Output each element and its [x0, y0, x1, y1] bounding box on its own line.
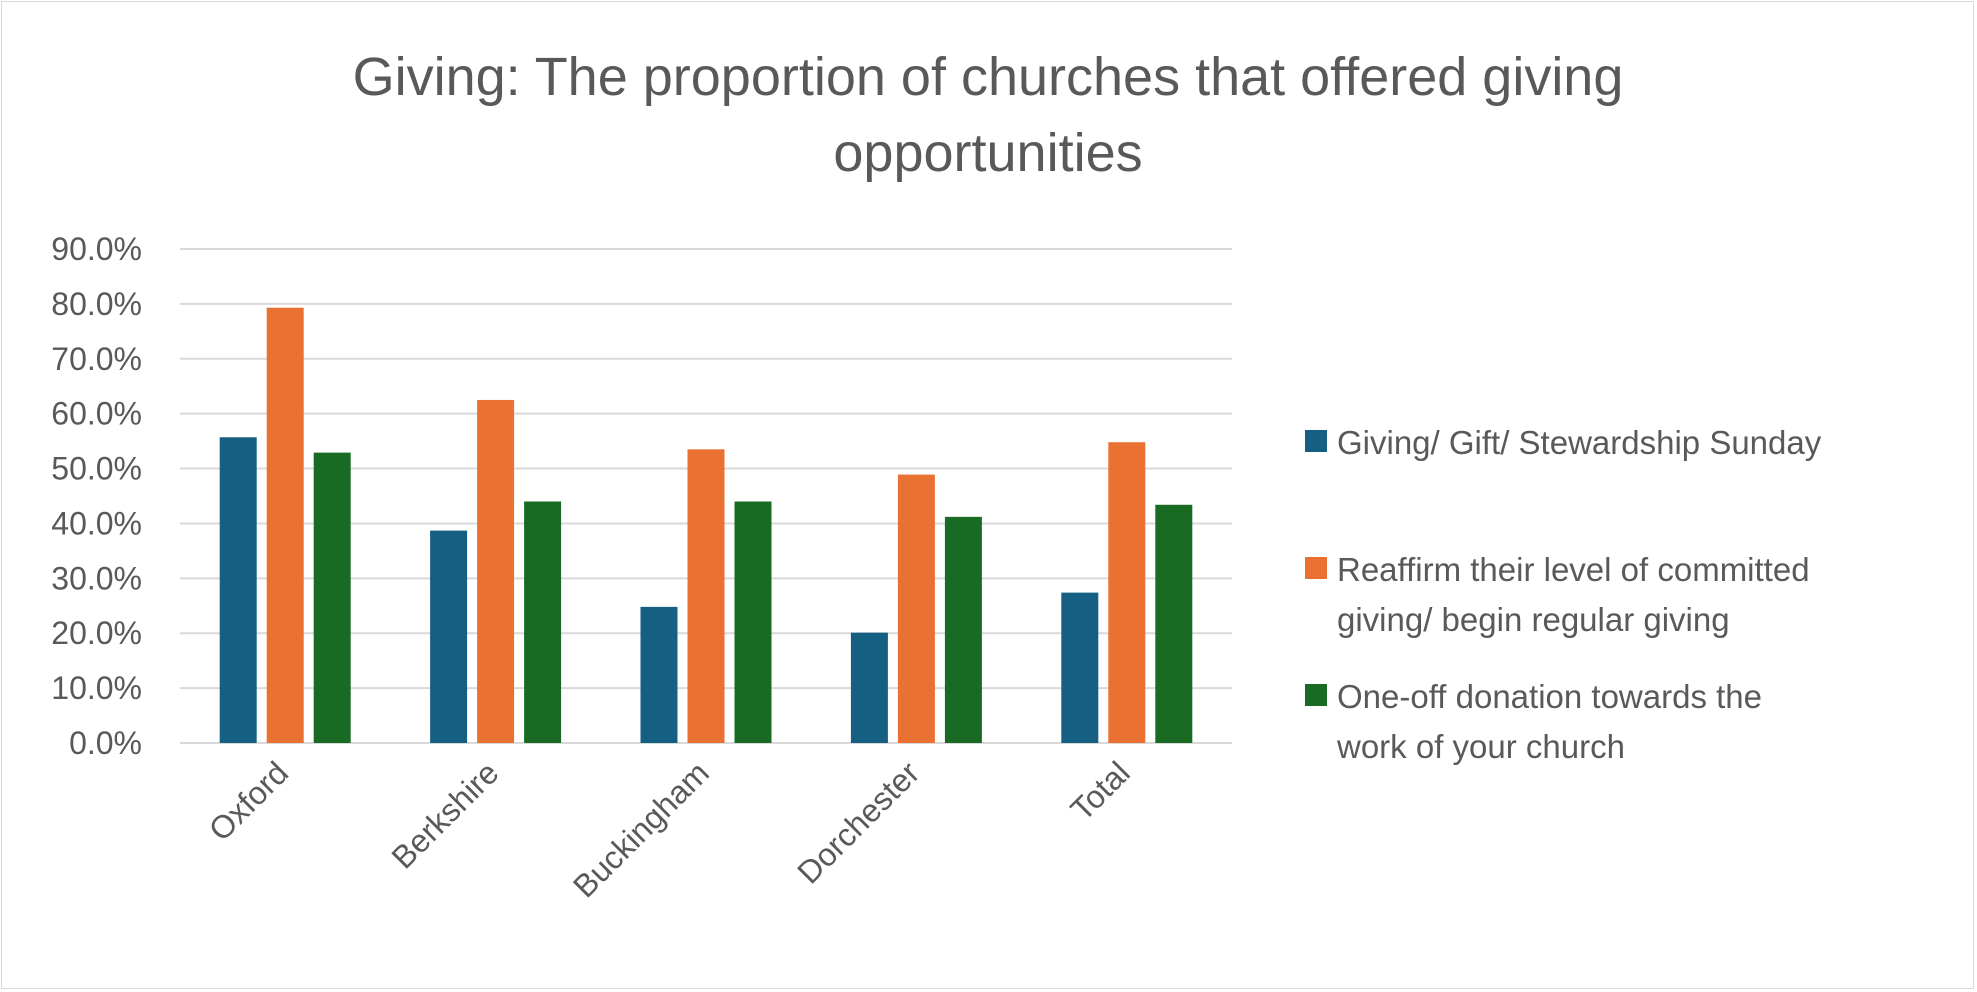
y-tick-label: 30.0%: [51, 560, 142, 596]
y-tick-label: 0.0%: [69, 725, 142, 761]
legend-label-2-line-2: giving/ begin regular giving: [1337, 601, 1730, 638]
legend-label-3-line-2: work of your church: [1336, 728, 1625, 765]
bar-total-series-3: [1155, 504, 1193, 743]
bar-oxford-series-1: [219, 437, 257, 743]
y-tick-label: 50.0%: [51, 451, 142, 487]
bar-total-series-2: [1108, 442, 1146, 743]
bar-oxford-series-2: [266, 307, 304, 743]
y-tick-label: 10.0%: [51, 670, 142, 706]
x-tick-label-dorchester: Dorchester: [790, 754, 926, 890]
legend: Giving/ Gift/ Stewardship Sunday Reaffirm…: [1305, 424, 1822, 765]
legend-swatch-2: [1305, 557, 1327, 579]
grid-lines: [180, 248, 1232, 744]
bar-oxford-series-3: [313, 452, 351, 743]
bar-buckingham-series-1: [640, 606, 678, 743]
bar-berkshire-series-3: [524, 501, 562, 743]
bar-berkshire-series-2: [477, 399, 515, 743]
bar-buckingham-series-3: [734, 501, 772, 743]
bar-berkshire-series-1: [430, 530, 468, 743]
legend-swatch-1: [1305, 430, 1327, 452]
bar-total-series-1: [1061, 592, 1099, 743]
legend-label-3-line-1: One-off donation towards the: [1337, 678, 1762, 715]
y-axis-ticks: 0.0% 10.0% 20.0% 30.0% 40.0% 50.0% 60.0% 70.0% 8…: [51, 231, 142, 761]
chart-title-line-2: opportunities: [833, 123, 1142, 183]
x-tick-label-oxford: Oxford: [202, 754, 295, 847]
bar-buckingham-series-2: [687, 449, 725, 743]
y-tick-label: 90.0%: [51, 231, 142, 267]
x-tick-label-total: Total: [1063, 754, 1136, 827]
bar-dorchester-series-2: [897, 474, 935, 743]
y-tick-label: 20.0%: [51, 615, 142, 651]
bar-dorchester-series-1: [850, 632, 888, 743]
y-tick-label: 60.0%: [51, 396, 142, 432]
y-tick-label: 40.0%: [51, 505, 142, 541]
bar-dorchester-series-3: [944, 516, 982, 743]
x-axis-ticks: Oxford Berkshire Buckingham Dorchester Total: [202, 754, 1137, 904]
y-tick-label: 80.0%: [51, 286, 142, 322]
x-tick-label-berkshire: Berkshire: [385, 754, 506, 875]
legend-label-1-line-1: Giving/ Gift/ Stewardship Sunday: [1337, 424, 1822, 461]
legend-swatch-3: [1305, 684, 1327, 706]
x-tick-label-buckingham: Buckingham: [566, 754, 716, 904]
bars: [219, 307, 1193, 743]
chart-title-line-1: Giving: The proportion of churches that …: [353, 47, 1624, 107]
y-tick-label: 70.0%: [51, 341, 142, 377]
legend-label-2-line-1: Reaffirm their level of committed: [1337, 551, 1810, 588]
